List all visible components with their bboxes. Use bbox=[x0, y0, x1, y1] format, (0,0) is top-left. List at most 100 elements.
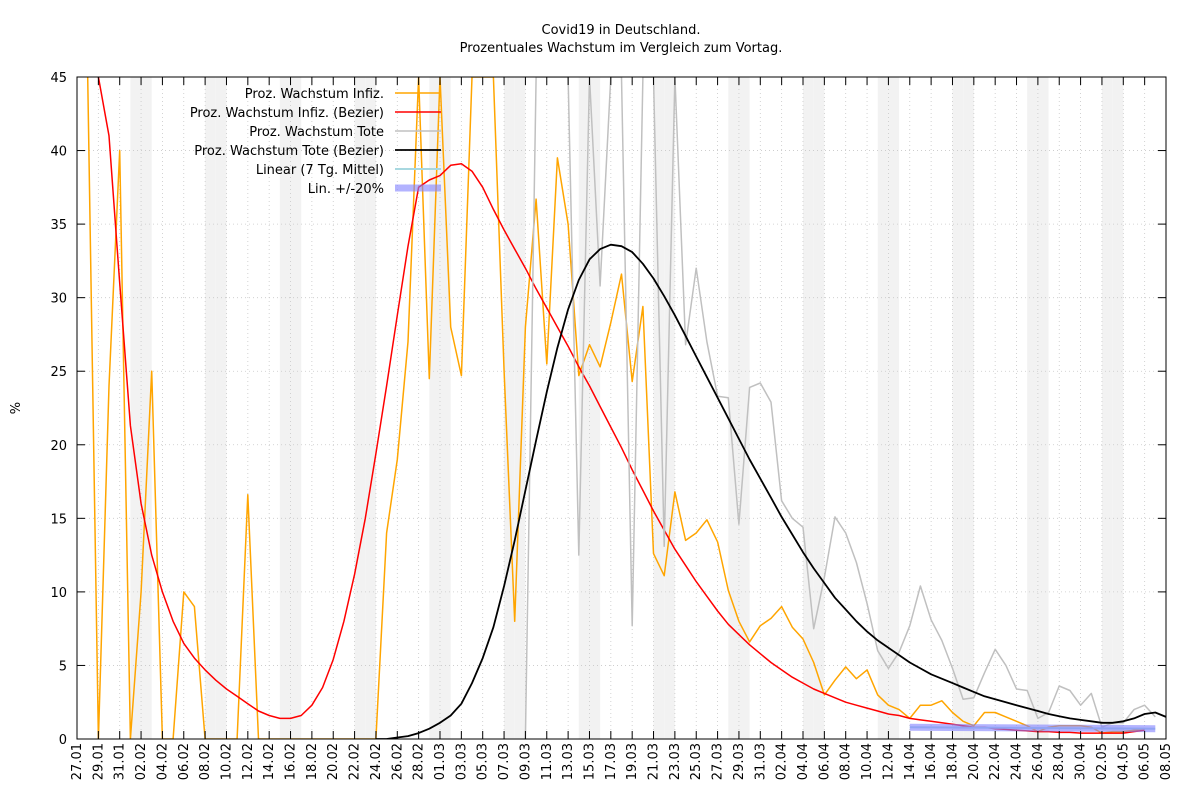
x-tick-label: 03.03 bbox=[454, 743, 469, 780]
x-tick-label: 26.02 bbox=[390, 743, 405, 780]
x-tick-label: 24.02 bbox=[369, 743, 384, 780]
weekend-band bbox=[803, 77, 814, 739]
x-tick-label: 15.03 bbox=[582, 743, 597, 780]
plot-frame bbox=[76, 76, 1167, 740]
weekend-band bbox=[738, 77, 750, 739]
x-tick-label: 06.05 bbox=[1138, 743, 1153, 780]
legend: Proz. Wachstum Infiz. Proz. Wachstum Infi… bbox=[190, 87, 441, 197]
weekend-band bbox=[1101, 77, 1113, 739]
legend-label-1: Proz. Wachstum Infiz. bbox=[245, 87, 384, 102]
chart-title: Covid19 in Deutschland. bbox=[542, 23, 701, 38]
legend-label-2: Proz. Wachstum Infiz. (Bezier) bbox=[190, 106, 384, 121]
series-line-6 bbox=[909, 723, 1156, 733]
x-tick-label: 13.03 bbox=[561, 743, 576, 780]
x-tick-label: 27.01 bbox=[70, 743, 85, 780]
legend-label-3: Proz. Wachstum Tote bbox=[249, 125, 384, 140]
x-tick-label: 09.03 bbox=[518, 743, 533, 780]
x-tick-label: 25.03 bbox=[689, 743, 704, 780]
x-tick-label: 26.04 bbox=[1031, 743, 1046, 780]
weekend-band bbox=[1112, 77, 1124, 739]
x-tick-label: 18.04 bbox=[945, 743, 960, 780]
x-tick-label: 02.02 bbox=[134, 743, 149, 780]
weekend-band bbox=[653, 77, 665, 739]
x-tick-label: 24.04 bbox=[1010, 743, 1025, 780]
legend-label-5: Linear (7 Tg. Mittel) bbox=[256, 163, 384, 178]
x-tick-label: 19.03 bbox=[625, 743, 640, 780]
weekend-band bbox=[205, 77, 216, 739]
weekend-band bbox=[664, 77, 675, 739]
x-tick-label: 12.04 bbox=[881, 743, 896, 780]
weekend-band bbox=[130, 77, 142, 739]
weekend-band bbox=[141, 77, 152, 739]
weekend-band bbox=[728, 77, 739, 739]
x-tick-label: 08.04 bbox=[839, 743, 854, 780]
grid-lines bbox=[77, 77, 1166, 739]
x-tick-label: 14.04 bbox=[903, 743, 918, 780]
x-tick-label: 23.03 bbox=[668, 743, 683, 780]
x-tick-label: 10.02 bbox=[219, 743, 234, 780]
x-tick-label: 11.03 bbox=[540, 743, 555, 780]
x-tick-label: 14.02 bbox=[262, 743, 277, 780]
x-tick-label: 31.03 bbox=[753, 743, 768, 780]
x-tick-label: 04.02 bbox=[155, 743, 170, 780]
weekend-band bbox=[514, 77, 526, 739]
weekend-band bbox=[504, 77, 515, 739]
weekend-band bbox=[877, 77, 889, 739]
x-tick-label: 07.03 bbox=[497, 743, 512, 780]
x-tick-label: 22.02 bbox=[348, 743, 363, 780]
legend-label-4: Proz. Wachstum Tote (Bezier) bbox=[194, 144, 384, 159]
x-tick-label: 04.04 bbox=[796, 743, 811, 780]
chart-subtitle: Prozentuales Wachstum im Vergleich zum V… bbox=[460, 41, 783, 56]
weekend-band bbox=[429, 77, 440, 739]
x-tick-label: 20.04 bbox=[967, 743, 982, 780]
x-tick-label: 16.02 bbox=[284, 743, 299, 780]
y-tick-label: 45 bbox=[50, 71, 67, 86]
x-tick-label: 04.05 bbox=[1116, 743, 1131, 780]
x-tick-label: 16.04 bbox=[924, 743, 939, 780]
x-tick-label: 06.04 bbox=[817, 743, 832, 780]
x-tick-label: 28.02 bbox=[412, 743, 427, 780]
y-tick-label: 15 bbox=[50, 512, 67, 527]
weekend-band bbox=[963, 77, 974, 739]
weekend-band bbox=[290, 77, 302, 739]
x-tick-label: 01.03 bbox=[433, 743, 448, 780]
y-tick-label: 40 bbox=[50, 145, 67, 160]
x-tick-label: 17.03 bbox=[604, 743, 619, 780]
y-axis-label: % bbox=[9, 402, 24, 414]
weekend-band bbox=[1027, 77, 1038, 739]
y-tick-label: 30 bbox=[50, 292, 67, 307]
x-tick-label: 05.03 bbox=[476, 743, 491, 780]
x-tick-label: 31.01 bbox=[113, 743, 128, 780]
x-tick-label: 30.04 bbox=[1074, 743, 1089, 780]
y-tick-label: 10 bbox=[50, 586, 67, 601]
weekend-band bbox=[354, 77, 366, 739]
weekend-band bbox=[215, 77, 227, 739]
weekend-bands bbox=[130, 77, 1124, 739]
x-tick-label: 10.04 bbox=[860, 743, 875, 780]
x-tick-label: 02.05 bbox=[1095, 743, 1110, 780]
y-tick-label: 25 bbox=[50, 365, 67, 380]
weekend-band bbox=[589, 77, 601, 739]
weekend-band bbox=[365, 77, 376, 739]
x-tick-label: 28.04 bbox=[1052, 743, 1067, 780]
weekend-band bbox=[440, 77, 451, 739]
x-tick-label: 08.05 bbox=[1159, 743, 1174, 780]
series-group bbox=[86, 77, 1166, 739]
x-tick-label: 27.03 bbox=[711, 743, 726, 780]
y-tick-label: 35 bbox=[50, 218, 67, 233]
series-line-1 bbox=[86, 77, 1145, 739]
x-tick-label: 08.02 bbox=[198, 743, 213, 780]
x-tick-label: 22.04 bbox=[988, 743, 1003, 780]
weekend-band bbox=[1037, 77, 1049, 739]
x-tick-label: 20.02 bbox=[326, 743, 341, 780]
x-tick-label: 29.01 bbox=[91, 743, 106, 780]
weekend-band bbox=[888, 77, 900, 739]
axis-ticks: 0 5 10 15 20 25 30 35 40 45 27.01 29.01 31.01 02.02 04… bbox=[50, 71, 1174, 780]
x-tick-label: 12.02 bbox=[241, 743, 256, 780]
legend-label-6: Lin. +/-20% bbox=[308, 182, 384, 197]
x-tick-label: 18.02 bbox=[305, 743, 320, 780]
y-tick-label: 0 bbox=[59, 733, 67, 748]
y-tick-label: 5 bbox=[59, 659, 67, 674]
x-tick-label: 21.03 bbox=[647, 743, 662, 780]
